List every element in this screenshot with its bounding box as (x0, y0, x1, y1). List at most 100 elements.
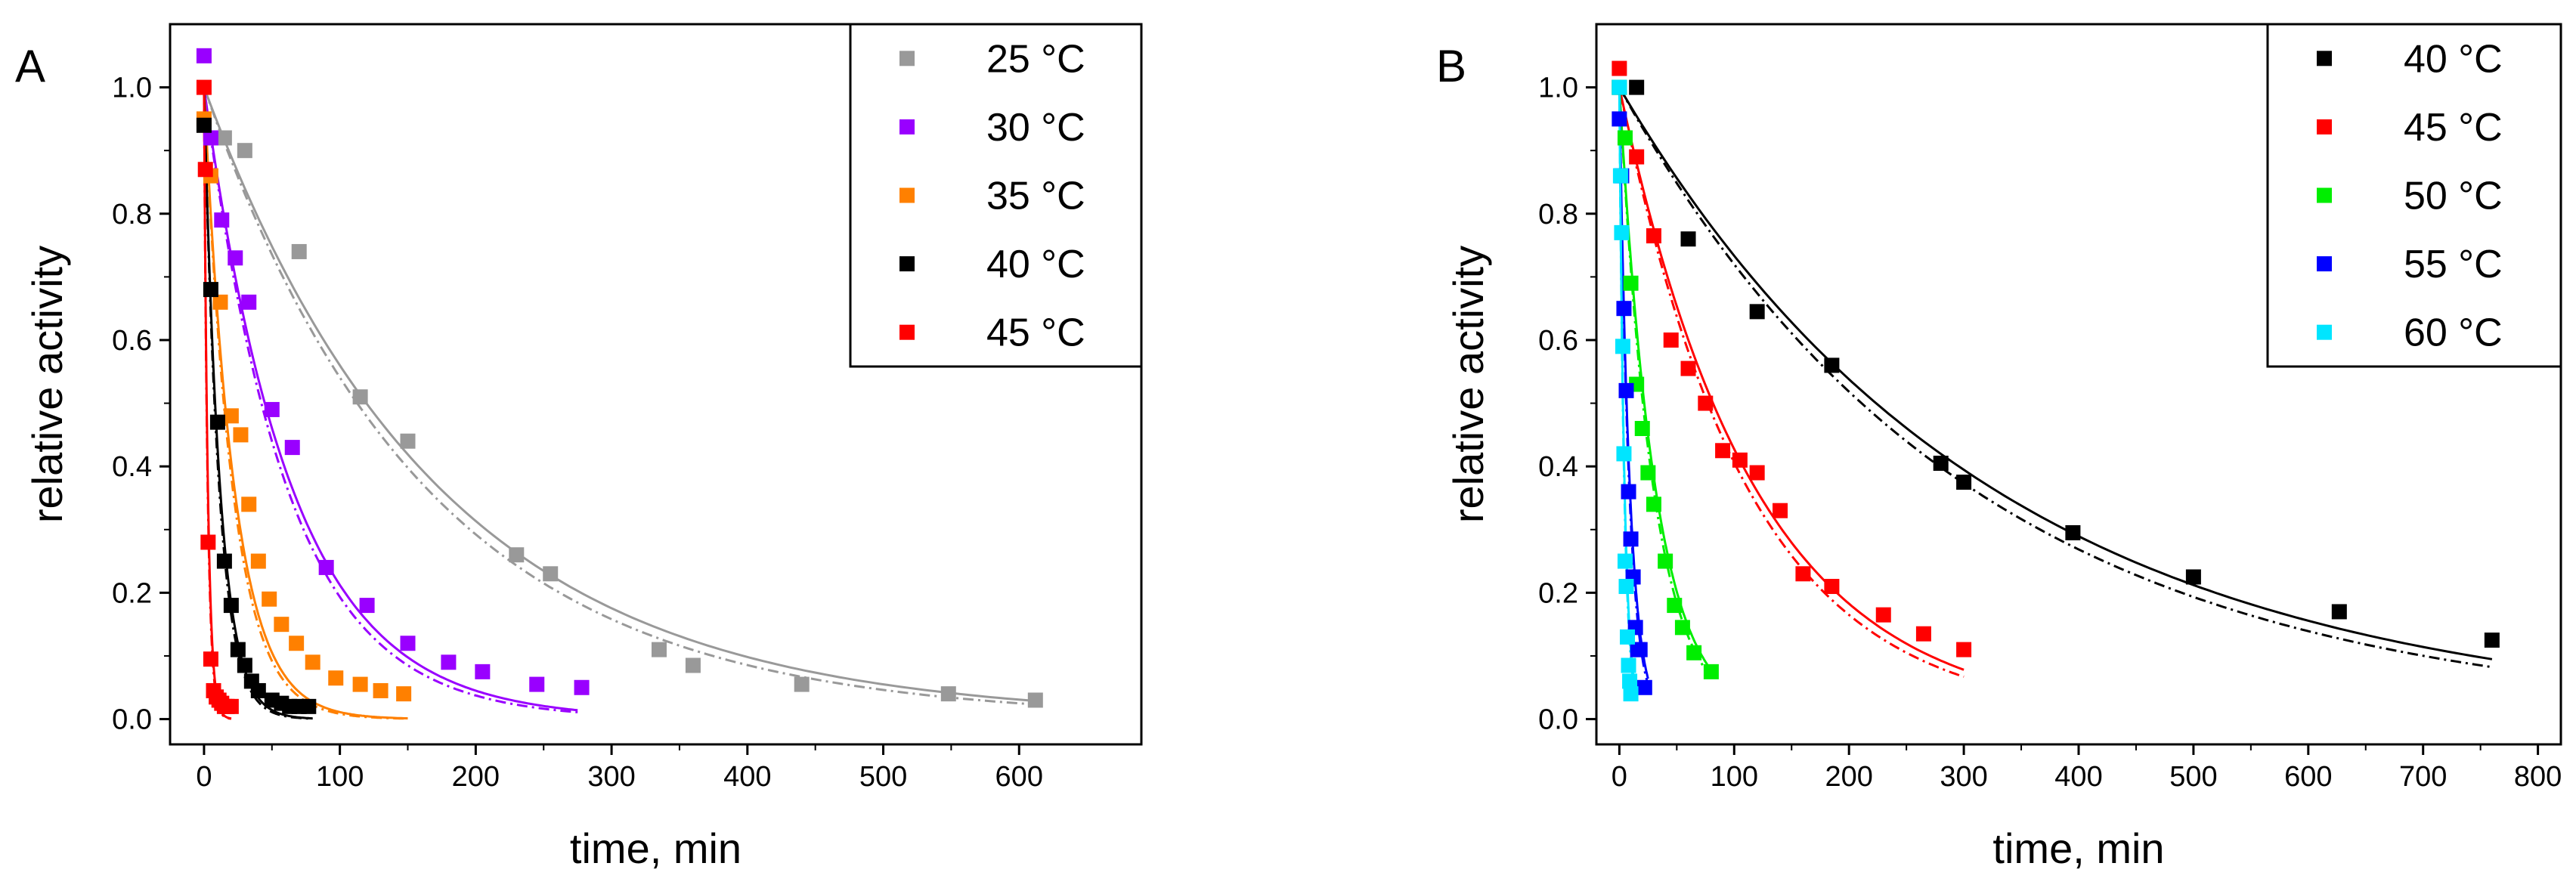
panel-a-point-s0-9 (685, 657, 701, 673)
panel-b-point-s0-10 (2484, 633, 2500, 648)
panel-b-legend-marker-4 (2317, 324, 2332, 340)
panel-b-point-s3-3 (1618, 382, 1634, 398)
panel-a-point-s2-2 (212, 294, 228, 310)
panel-a-point-s2-5 (241, 496, 257, 512)
panel-b-legend-marker-0 (2317, 51, 2332, 67)
panel-b-legend-label-3: 55 °C (2404, 243, 2503, 286)
panel-a-point-s0-1 (216, 130, 232, 146)
panel-b-fit-curve-dashdot-0 (1618, 86, 2493, 669)
panel-b-point-s4-6 (1618, 579, 1634, 595)
panel-b-xtick-label: 500 (2169, 761, 2217, 793)
panel-a-y-axis-title: relative activity (23, 246, 71, 523)
panel-a-ytick-label: 0.2 (112, 577, 152, 609)
panel-b-point-s0-5 (1933, 455, 1949, 471)
panel-a-legend-label-0: 25 °C (986, 37, 1085, 81)
panel-a-point-s2-13 (373, 682, 389, 698)
panel-b-point-s1-1 (1629, 149, 1645, 165)
panel-a-point-s1-3 (228, 250, 243, 266)
panel-b-point-s4-4 (1616, 446, 1632, 462)
panel-a-point-s0-5 (400, 433, 416, 449)
panel-b-point-s3-5 (1623, 531, 1639, 547)
panel-a-legend-box (849, 23, 1143, 368)
panel-a-point-s0-7 (543, 566, 559, 582)
panel-a-letter: A (15, 41, 45, 91)
panel-b-point-s2-6 (1646, 496, 1661, 512)
panel-b-fit-curve-solid-0 (1618, 86, 2493, 660)
panel-b-xtick-label: 100 (1711, 761, 1758, 793)
panel-a-xtick-label: 100 (316, 761, 364, 793)
panel-b-point-s1-11 (1824, 579, 1840, 595)
panel-b-legend-label-0: 40 °C (2404, 37, 2503, 81)
panel-a-point-s4-10 (223, 698, 239, 714)
panel-b-point-s1-2 (1646, 228, 1661, 244)
panel-a-point-s1-13 (574, 679, 590, 695)
panel-b-point-s4-2 (1614, 224, 1630, 240)
panel-b-point-s1-10 (1795, 566, 1811, 582)
panel-a-ytick-label: 0.4 (112, 451, 152, 483)
panel-a-legend-label-4: 45 °C (986, 311, 1085, 355)
panel-a-xtick-label: 500 (859, 761, 907, 793)
panel-b-ytick-label: 0.8 (1538, 199, 1578, 230)
panel-b-point-s0-9 (2331, 604, 2347, 620)
panel-b-legend-marker-1 (2317, 119, 2332, 135)
panel-a-point-s3-0 (196, 117, 212, 133)
panel-a-xtick-label: 300 (587, 761, 635, 793)
panel-a-point-s1-7 (318, 559, 334, 575)
panel-a-legend-marker-2 (899, 187, 915, 203)
panel-b-legend-label-2: 50 °C (2404, 175, 2503, 218)
panel-a-point-s2-8 (274, 617, 289, 633)
panel-a-point-s0-3 (291, 243, 307, 259)
panel-a-xtick-label: 600 (995, 761, 1043, 793)
panel-b-point-s1-6 (1715, 443, 1731, 459)
panel-b-ytick-label: 0.6 (1538, 325, 1578, 357)
panel-b-legend-label-1: 45 °C (2404, 106, 2503, 150)
panel-a-point-s3-4 (223, 598, 239, 614)
panel-b-point-s0-2 (1680, 231, 1696, 247)
panel-a-point-s1-11 (475, 664, 491, 679)
panel-b-legend-marker-3 (2317, 256, 2332, 272)
panel-a-ytick-label: 0.0 (112, 704, 152, 736)
panel-b: B 0 100 200 300 400 500 600 700 800 0.0 0.2 0.4 0.6 0.… (1436, 23, 2562, 872)
panel-b-point-s1-0 (1612, 60, 1627, 76)
panel-b-xtick-label: 600 (2284, 761, 2332, 793)
panel-a-point-s1-2 (214, 212, 230, 228)
panel-a-ytick-label: 0.6 (112, 325, 152, 357)
panel-b-point-s4-5 (1617, 553, 1633, 569)
panel-a-legend-marker-1 (899, 119, 915, 135)
panel-b-point-s1-7 (1732, 452, 1748, 468)
panel-b-point-s1-14 (1956, 642, 1972, 657)
panel-a-point-s0-4 (352, 389, 368, 405)
panel-a-point-s4-1 (197, 162, 213, 178)
panel-a-point-s3-5 (230, 642, 246, 657)
panel-a-point-s2-6 (250, 553, 266, 569)
panel-a-point-s0-6 (509, 547, 525, 563)
panel-a-point-s1-6 (284, 440, 300, 456)
panel-b-point-s2-9 (1674, 620, 1690, 636)
panel-a-xtick-label: 200 (452, 761, 500, 793)
panel-a-x-axis-title: time, min (570, 824, 742, 872)
panel-a-point-s3-6 (237, 657, 252, 673)
panel-a-point-s2-12 (352, 676, 368, 692)
panel-b-point-s1-3 (1663, 332, 1679, 348)
panel-b-ytick-label: 0.2 (1538, 577, 1578, 609)
panel-b-point-s4-3 (1615, 339, 1630, 354)
panel-a-point-s1-1 (203, 130, 218, 146)
panel-a-fit-curve-dashdot-1 (203, 87, 578, 713)
panel-a-fit-curve-dashdot-3 (203, 87, 313, 720)
panel-a-legend-marker-3 (899, 256, 915, 272)
panel-b-point-s1-8 (1749, 465, 1765, 481)
panel-a-point-s1-4 (241, 294, 257, 310)
panel-a-point-s4-0 (196, 79, 212, 95)
panel-b-point-s2-11 (1703, 664, 1719, 679)
panel-b-point-s2-8 (1667, 598, 1683, 614)
panel-b-point-s3-2 (1616, 301, 1632, 317)
panel-a-point-s1-0 (196, 48, 212, 63)
panel-a-point-s4-2 (200, 534, 216, 550)
panel-a-point-s2-11 (328, 670, 344, 686)
panel-a-point-s3-1 (203, 282, 218, 298)
panel-b-point-s4-8 (1621, 657, 1636, 673)
panel-b-xtick-label: 400 (2054, 761, 2102, 793)
panel-b-fit-curve-solid-1 (1618, 87, 1965, 671)
panel-b-xtick-label: 200 (1825, 761, 1872, 793)
panel-b-xtick-label: 800 (2514, 761, 2562, 793)
